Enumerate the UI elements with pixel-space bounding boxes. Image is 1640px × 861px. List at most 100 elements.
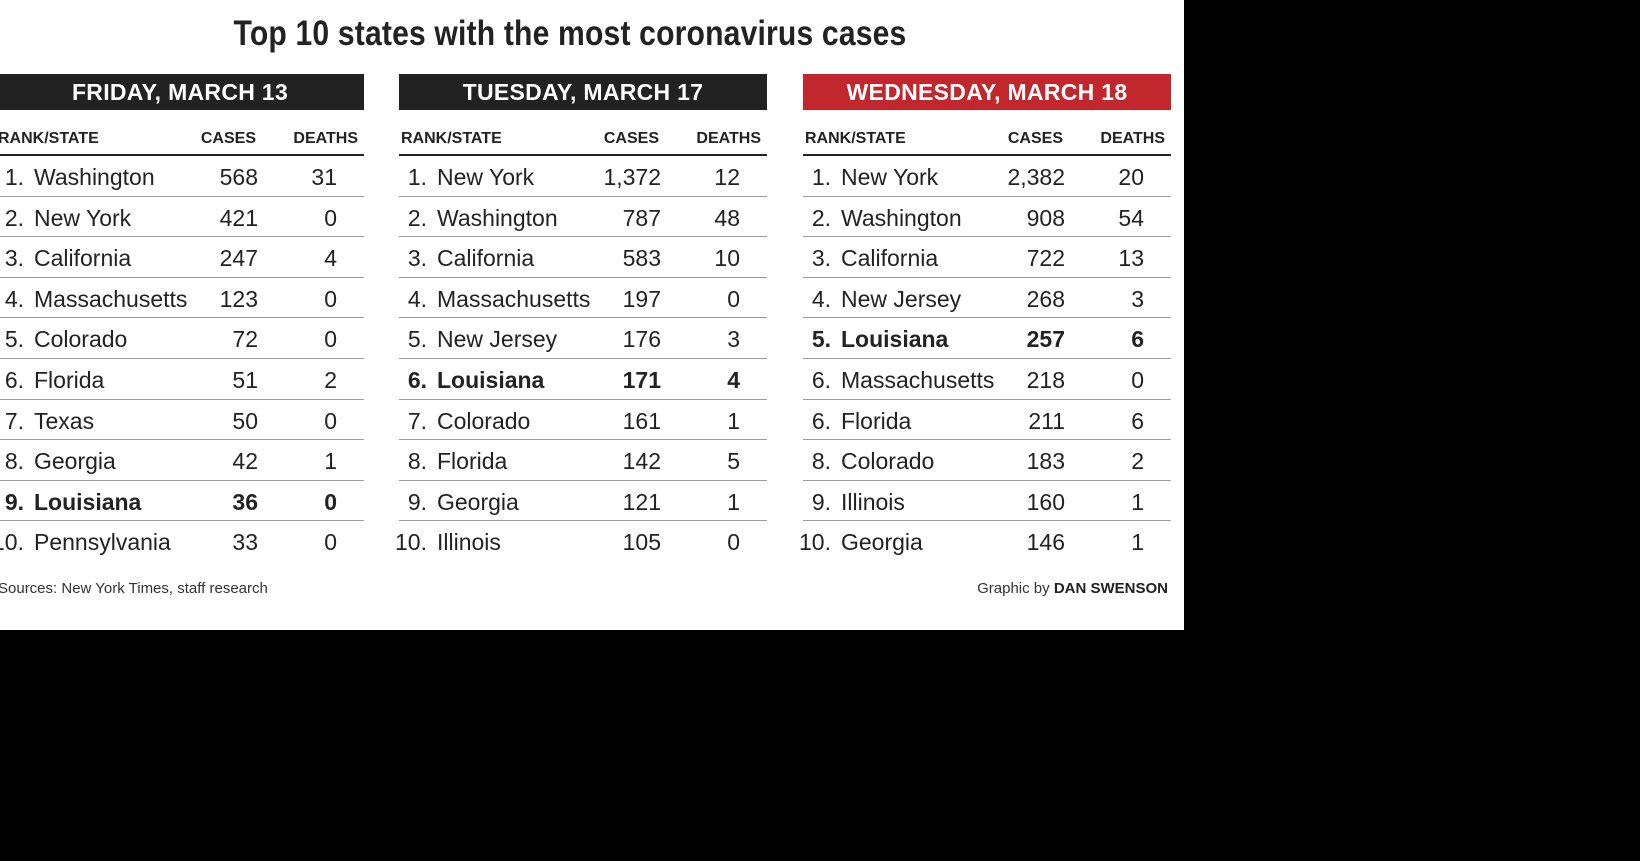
- rank-cell: 9.: [4, 488, 24, 515]
- column-header-deaths: DEATHS: [293, 130, 358, 147]
- sources-note: Sources: New York Times, staff research: [0, 580, 268, 597]
- deaths-cell: 0: [324, 204, 337, 231]
- state-cell: Massachusetts: [841, 366, 995, 393]
- rank-cell: 10.: [799, 529, 831, 556]
- state-cell: Louisiana: [841, 326, 949, 353]
- state-cell: Pennsylvania: [34, 529, 171, 556]
- cases-cell: 908: [1026, 204, 1065, 231]
- rank-cell: 1.: [811, 164, 831, 190]
- cases-cell: 142: [622, 448, 661, 475]
- rank-cell: 6.: [811, 407, 831, 434]
- deaths-cell: 6: [1131, 326, 1144, 353]
- rank-cell: 6.: [4, 366, 24, 393]
- cases-cell: 211: [1028, 407, 1065, 434]
- table-row: 7. Colorado 161 1: [399, 400, 767, 441]
- deaths-cell: 48: [714, 204, 740, 231]
- table-row: 4. New Jersey 268 3: [803, 278, 1171, 319]
- deaths-cell: 5: [727, 448, 740, 475]
- table-row: 1. New York 1,372 12: [399, 156, 767, 197]
- deaths-cell: 0: [324, 407, 337, 434]
- state-cell: New York: [437, 164, 535, 190]
- table-row: 5. Colorado 72 0: [0, 318, 364, 359]
- table-wednesday-march-18: WEDNESDAY, MARCH 18 RANK/STATE CASES DEATHS…: [799, 74, 1171, 561]
- table-row: 10. Illinois 105 0: [395, 521, 767, 561]
- rank-cell: 3.: [811, 245, 831, 272]
- table-row: 3. California 247 4: [0, 237, 364, 278]
- cases-cell: 722: [1026, 245, 1065, 272]
- cases-cell: 72: [232, 326, 258, 353]
- state-cell: Colorado: [437, 407, 531, 434]
- cases-cell: 176: [622, 326, 661, 353]
- rank-cell: 2.: [811, 204, 831, 231]
- table-row: 5. New Jersey 176 3: [399, 318, 767, 359]
- cases-cell: 123: [219, 285, 258, 312]
- rank-cell: 4.: [407, 285, 427, 312]
- deaths-cell: 12: [714, 164, 740, 190]
- state-cell: Colorado: [841, 448, 935, 475]
- rank-cell: 6.: [811, 366, 831, 393]
- table-row: 10. Georgia 146 1: [799, 521, 1171, 561]
- cases-cell: 42: [232, 448, 258, 475]
- table-row: 4. Massachusetts 197 0: [399, 278, 767, 319]
- table-row: 9. Illinois 160 1: [803, 481, 1171, 522]
- deaths-cell: 0: [324, 529, 337, 556]
- cases-cell: 51: [232, 366, 258, 393]
- graphic-credit: Graphic by DAN SWENSON: [977, 580, 1168, 597]
- table-row: 3. California 583 10: [399, 237, 767, 278]
- table-row: 4. Massachusetts 123 0: [0, 278, 364, 319]
- cases-cell: 197: [622, 285, 661, 312]
- cases-cell: 218: [1026, 366, 1065, 393]
- rank-cell: 8.: [811, 448, 831, 475]
- deaths-cell: 6: [1131, 407, 1144, 434]
- deaths-cell: 0: [324, 285, 337, 312]
- state-cell: Florida: [841, 407, 912, 434]
- deaths-cell: 1: [727, 488, 740, 515]
- table-tuesday-march-17: TUESDAY, MARCH 17 RANK/STATE CASES DEATHS 1.…: [395, 74, 767, 561]
- graphic-panel: Top 10 states with the most coronavirus …: [0, 0, 1184, 630]
- deaths-cell: 1: [324, 448, 337, 475]
- table-row: 1. New York 2,382 20: [803, 156, 1171, 197]
- rank-cell: 1.: [4, 164, 24, 190]
- rank-cell: 9.: [407, 488, 427, 515]
- table-row: 8. Colorado 183 2: [803, 440, 1171, 481]
- cases-cell: 105: [622, 529, 661, 556]
- column-headers: RANK/STATE CASES DEATHS: [803, 110, 1171, 156]
- rank-cell: 5.: [407, 326, 427, 353]
- state-cell: New York: [841, 164, 939, 190]
- column-header-rank-state: RANK/STATE: [805, 130, 906, 147]
- rank-cell: 3.: [407, 245, 427, 272]
- table-row: 5. Louisiana 257 6: [803, 318, 1171, 359]
- state-cell: New Jersey: [841, 285, 962, 312]
- day-header: FRIDAY, MARCH 13: [0, 74, 364, 110]
- state-cell: New York: [34, 204, 132, 231]
- deaths-cell: 4: [727, 366, 740, 393]
- state-cell: Washington: [437, 204, 558, 231]
- deaths-cell: 3: [1131, 285, 1144, 312]
- column-header-cases: CASES: [200, 130, 256, 147]
- cases-cell: 171: [622, 366, 661, 393]
- rank-cell: 8.: [4, 448, 24, 475]
- deaths-cell: 2: [324, 366, 337, 393]
- deaths-cell: 0: [324, 326, 337, 353]
- cases-cell: 2,382: [1007, 164, 1065, 190]
- rank-cell: 1.: [407, 164, 427, 190]
- table-row: 6. Massachusetts 218 0: [803, 359, 1171, 400]
- column-headers: RANK/STATE CASES DEATHS: [0, 110, 364, 156]
- state-cell: Washington: [34, 164, 155, 190]
- state-cell: Florida: [437, 448, 508, 475]
- table-row: 3. California 722 13: [803, 237, 1171, 278]
- state-cell: Illinois: [841, 488, 905, 515]
- cases-cell: 160: [1026, 488, 1065, 515]
- state-cell: Georgia: [34, 448, 116, 475]
- column-headers: RANK/STATE CASES DEATHS: [399, 110, 767, 156]
- state-cell: Louisiana: [34, 488, 142, 515]
- deaths-cell: 3: [727, 326, 740, 353]
- cases-cell: 568: [219, 164, 258, 190]
- cases-cell: 421: [219, 204, 258, 231]
- deaths-cell: 4: [324, 245, 337, 272]
- deaths-cell: 1: [1131, 488, 1144, 515]
- column-header-deaths: DEATHS: [1100, 130, 1165, 147]
- cases-cell: 257: [1026, 326, 1065, 353]
- table-row: 8. Georgia 42 1: [0, 440, 364, 481]
- state-cell: Texas: [34, 407, 95, 434]
